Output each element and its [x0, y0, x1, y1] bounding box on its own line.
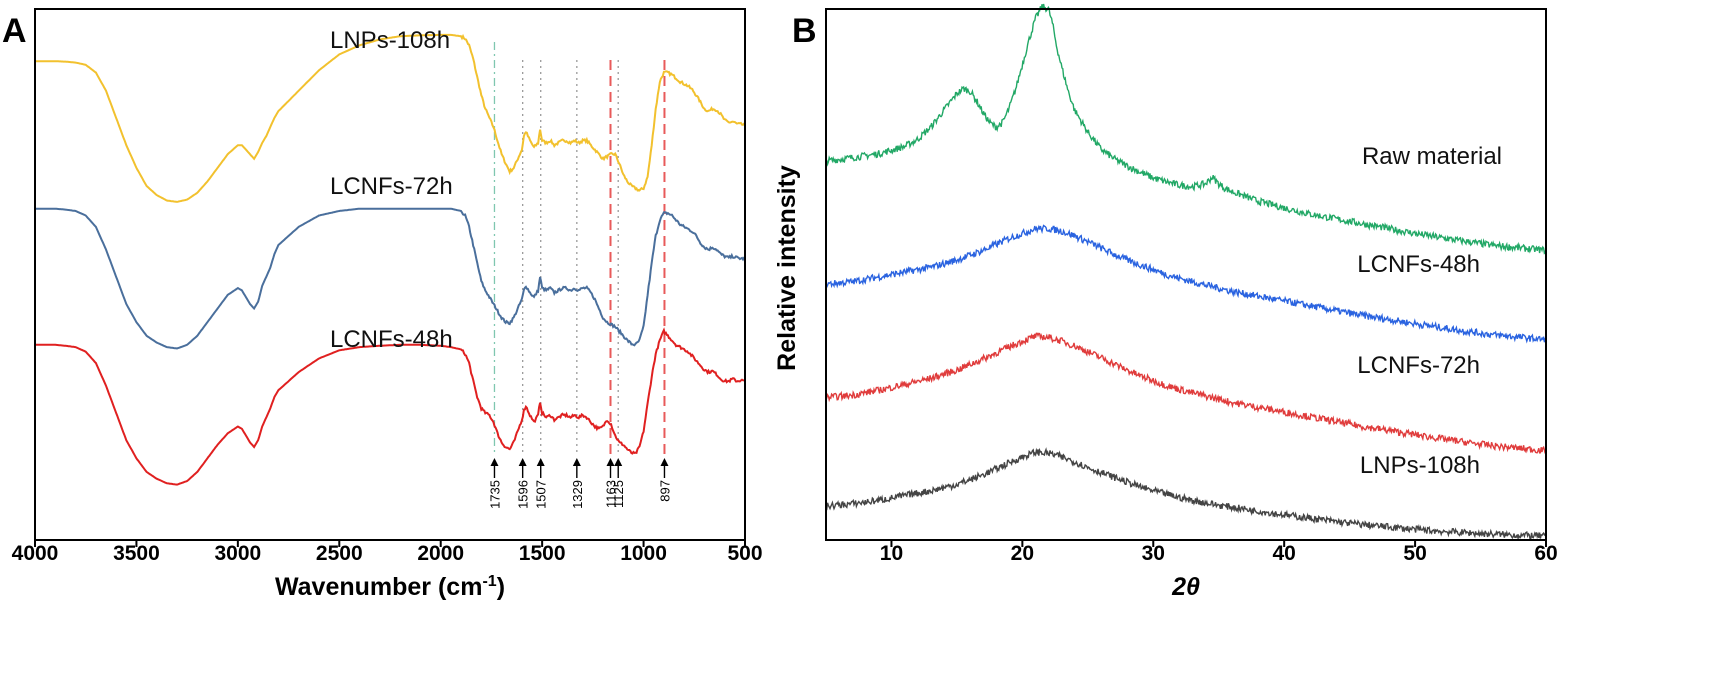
xrd-panel-b: B 10 20 30 40 50 60 Raw material LCNFs-48h LCNF…: [773, 3, 1558, 601]
x-tick-label-a-3000: 3000: [214, 542, 261, 565]
series-label-b-lnps-108h: LNPs-108h: [1360, 452, 1480, 479]
peak-label-1163: 1163: [604, 480, 619, 508]
x-tick-label-a-3500: 3500: [113, 542, 160, 565]
panel-a-letter: A: [2, 12, 27, 50]
plot-frame-b: [825, 8, 1547, 541]
reference-lines: [493, 42, 666, 455]
x-axis-title-a: Wavenumber (cm-1): [275, 573, 505, 601]
peak-label-1735: 1735: [487, 480, 502, 509]
x-tick-label-b-60: 60: [1534, 542, 1557, 565]
series-label-a-lcnfs-48h: LCNFs-48h: [330, 326, 453, 353]
xrd-series: [825, 3, 1547, 540]
x-tick-label-b-10: 10: [880, 542, 903, 565]
xrd-line-raw-material: [825, 3, 1547, 255]
xrd-line-lcnfs-48h: [825, 224, 1547, 344]
x-tick-label-a-4000: 4000: [12, 542, 59, 565]
peak-arrowhead-1596: [518, 458, 527, 466]
series-label-b-lcnfs-48h: LCNFs-48h: [1357, 251, 1480, 278]
x-tick-label-b-40: 40: [1273, 542, 1296, 565]
peak-arrowhead-1163: [606, 458, 615, 466]
series-line-lcnfs-72h: [35, 207, 746, 350]
xrd-line-lnps-108h: [825, 447, 1547, 540]
peak-arrowhead-1735: [490, 458, 499, 466]
series-label-a-lcnfs-72h: LCNFs-72h: [330, 173, 453, 200]
x-tick-label-a-1500: 1500: [519, 542, 566, 565]
peak-label-1329: 1329: [570, 480, 585, 509]
series-labels-a: LNPs-108h LCNFs-72h LCNFs-48h: [330, 27, 453, 353]
spectra-series: [35, 33, 746, 486]
y-axis-title-b: Relative intensity: [773, 165, 801, 371]
x-tick-label-a-500: 500: [727, 542, 762, 565]
series-line-lnps-108h: [35, 33, 746, 203]
series-label-b-raw-material: Raw material: [1362, 143, 1502, 170]
peak-arrowhead-1329: [572, 458, 581, 466]
peak-label-1596: 1596: [516, 480, 531, 509]
peak-arrowhead-897: [660, 458, 669, 466]
x-tick-label-b-50: 50: [1403, 542, 1426, 565]
x-tick-label-b-20: 20: [1011, 542, 1034, 565]
panel-b-letter: B: [792, 12, 817, 50]
peak-arrowhead-1507: [536, 458, 545, 466]
x-axis-title-b: 2θ: [1171, 573, 1200, 601]
peak-label-897: 897: [657, 480, 672, 502]
x-ticks-a: 4000 3500 3000 2500 2000 1500 1000 500: [12, 540, 763, 565]
x-ticks-b: 10 20 30 40 50 60: [880, 540, 1558, 565]
series-label-a-lnps-108h: LNPs-108h: [330, 27, 450, 54]
x-tick-label-a-2000: 2000: [417, 542, 464, 565]
peak-arrowhead-1125: [614, 458, 623, 466]
series-labels-b: Raw material LCNFs-48h LCNFs-72h LNPs-108h: [1357, 143, 1502, 479]
peak-label-1507: 1507: [534, 480, 549, 509]
xrd-line-lcnfs-72h: [825, 332, 1547, 454]
plot-frame-a: [34, 8, 746, 541]
peak-label-1125: 1125: [611, 480, 626, 508]
x-tick-label-b-30: 30: [1142, 542, 1165, 565]
series-line-lcnfs-48h: [35, 327, 746, 486]
series-label-b-lcnfs-72h: LCNFs-72h: [1357, 352, 1480, 379]
x-tick-label-a-2500: 2500: [316, 542, 363, 565]
x-tick-label-a-1000: 1000: [620, 542, 667, 565]
